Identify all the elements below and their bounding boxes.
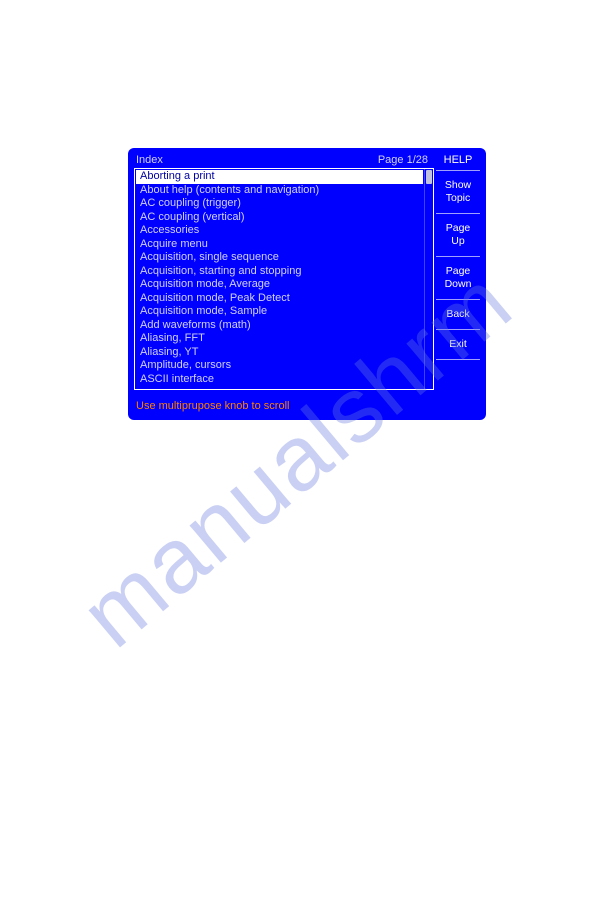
side-button[interactable]: Back [434,300,482,329]
index-item[interactable]: Acquire menu [136,238,423,252]
index-item[interactable]: Acquisition, single sequence [136,251,423,265]
index-item[interactable]: Amplitude, cursors [136,359,423,373]
page-indicator: Page 1/28 [378,154,428,166]
index-item[interactable]: Aliasing, FFT [136,332,423,346]
index-item[interactable]: Acquisition mode, Peak Detect [136,292,423,306]
index-item[interactable]: Acquisition mode, Average [136,278,423,292]
side-button[interactable]: Exit [434,330,482,359]
hint-text: Use multiprupose knob to scroll [128,394,486,420]
index-item[interactable]: Accessories [136,224,423,238]
index-item[interactable]: Add waveforms (math) [136,319,423,333]
title-row: Index Page 1/28 [134,152,434,168]
divider [436,359,480,360]
screen-body: Index Page 1/28 Aborting a printAbout he… [128,148,486,394]
screen-title: Index [136,154,163,166]
side-button[interactable]: PageDown [434,257,482,299]
index-item[interactable]: About help (contents and navigation) [136,184,423,198]
side-button[interactable]: ShowTopic [434,171,482,213]
main-pane: Index Page 1/28 Aborting a printAbout he… [128,148,434,394]
index-item[interactable]: Acquisition, starting and stopping [136,265,423,279]
index-list[interactable]: Aborting a printAbout help (contents and… [135,169,424,389]
side-button[interactable]: PageUp [434,214,482,256]
side-menu-title: HELP [434,152,482,170]
side-menu: HELP ShowTopicPageUpPageDownBackExit [434,148,486,394]
index-item[interactable]: Aliasing, YT [136,346,423,360]
scrollbar[interactable] [424,169,433,389]
index-item[interactable]: Acquisition mode, Sample [136,305,423,319]
scrollbar-thumb[interactable] [426,170,432,184]
index-item[interactable]: ASCII interface [136,373,423,387]
index-item[interactable]: Aborting a print [136,170,423,184]
index-item[interactable]: AC coupling (vertical) [136,211,423,225]
index-item[interactable]: AC coupling (trigger) [136,197,423,211]
index-list-container: Aborting a printAbout help (contents and… [134,168,434,390]
help-index-screen: Index Page 1/28 Aborting a printAbout he… [128,148,486,420]
